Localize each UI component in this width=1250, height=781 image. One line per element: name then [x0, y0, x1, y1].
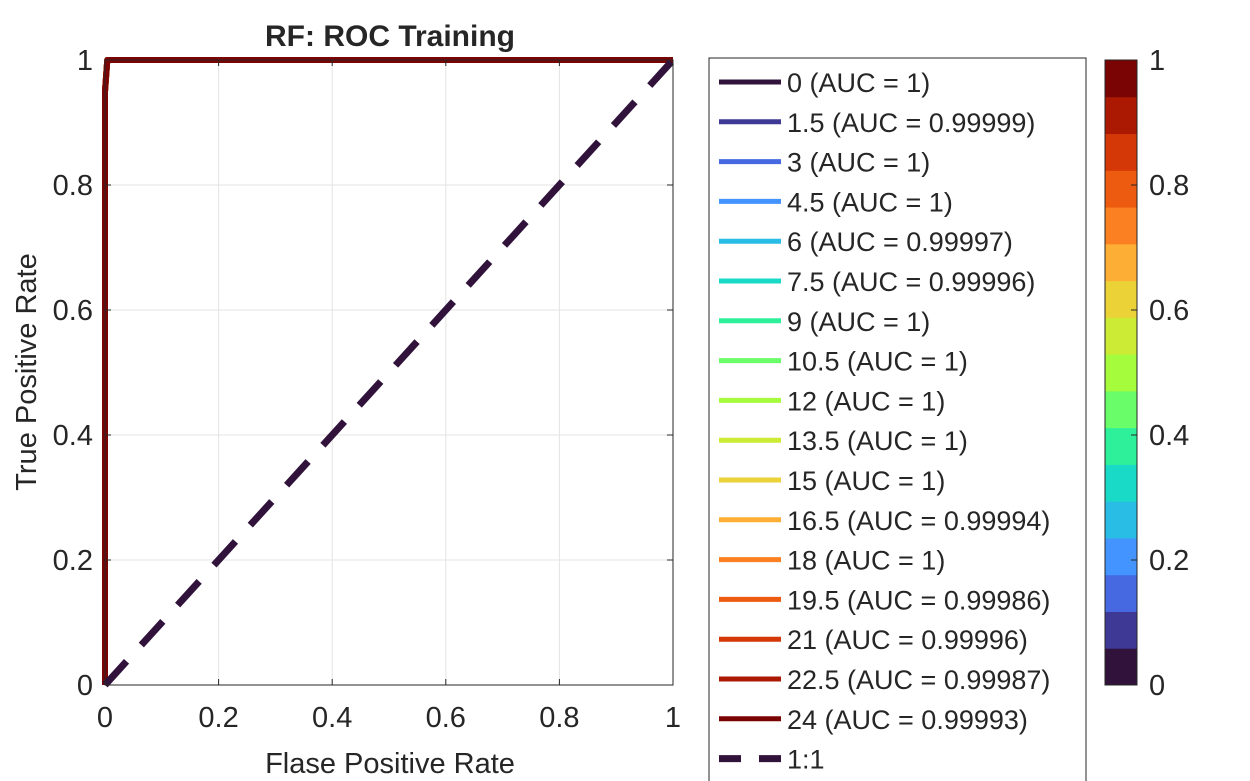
x-tick-label: 0.4 — [312, 702, 352, 734]
colorbar-segment — [1105, 501, 1137, 539]
colorbar-tick-label: 0.4 — [1149, 420, 1189, 452]
legend-entry-label: 21 (AUC = 0.99996) — [787, 625, 1028, 655]
axes-box — [104, 59, 674, 686]
colorbar-segment — [1105, 648, 1137, 686]
reference-line-1to1 — [102, 57, 676, 688]
colorbar-segment — [1105, 170, 1137, 208]
legend-entry-label: 13.5 (AUC = 1) — [787, 426, 968, 456]
y-tick-label: 0.2 — [53, 545, 93, 577]
x-tick-label: 0.8 — [539, 702, 579, 734]
axes — [104, 59, 674, 686]
y-tick-label: 0.8 — [53, 170, 93, 202]
legend-entry-label: 18 (AUC = 1) — [787, 546, 945, 576]
x-tick-label: 0.2 — [198, 702, 238, 734]
legend-entry-label: 24 (AUC = 0.99993) — [787, 705, 1028, 735]
legend-entry-label: 1.5 (AUC = 0.99999) — [787, 108, 1035, 138]
colorbar-segment — [1105, 464, 1137, 502]
tick-labels: 0 0.2 0.4 0.6 0.8 1 0 0.2 0.4 0.6 0.8 1 — [53, 45, 681, 734]
y-tick-label: 0 — [77, 670, 93, 702]
legend-entry-label: 10.5 (AUC = 1) — [787, 347, 968, 377]
colorbar-segment — [1105, 207, 1137, 245]
colorbar-tick-label: 0.8 — [1149, 170, 1189, 202]
y-tick-label: 1 — [77, 45, 93, 77]
legend: 0 (AUC = 1) 1.5 (AUC = 0.99999) 3 (AUC = 1… — [708, 57, 1087, 781]
legend-entry-label: 16.5 (AUC = 0.99994) — [787, 506, 1050, 536]
y-tick-label: 0.4 — [53, 420, 93, 452]
colorbar-segment — [1105, 96, 1137, 135]
colorbar: 0 0.2 0.4 0.6 0.8 1 — [1104, 45, 1189, 702]
colorbar-tick-label: 0 — [1149, 670, 1165, 702]
colorbar-border — [1104, 59, 1138, 686]
colorbar-segment — [1105, 427, 1137, 465]
colorbar-segment — [1105, 133, 1137, 171]
colorbar-tick-label: 0.6 — [1149, 295, 1189, 327]
legend-entry-label: 22.5 (AUC = 0.99987) — [787, 665, 1050, 695]
legend-entry-label: 4.5 (AUC = 1) — [787, 187, 953, 217]
colorbar-segment — [1105, 390, 1137, 429]
colorbar-segment — [1105, 354, 1137, 392]
colorbar-tick-label: 0.2 — [1149, 545, 1189, 577]
colorbar-segment — [1105, 537, 1137, 576]
x-axis-label: Flase Positive Rate — [265, 748, 515, 780]
legend-box — [708, 57, 1087, 781]
legend-entry-label: 9 (AUC = 1) — [787, 307, 930, 337]
colorbar-segment — [1105, 317, 1137, 355]
colorbar-segment — [1105, 243, 1137, 282]
x-tick-label: 0.6 — [426, 702, 466, 734]
legend-entry-label: 3 (AUC = 1) — [787, 148, 930, 178]
legend-entry-label: 0 (AUC = 1) — [787, 68, 930, 98]
legend-entry-label: 7.5 (AUC = 0.99996) — [787, 267, 1035, 297]
x-tick-label: 1 — [665, 702, 681, 734]
x-tick-label: 0 — [97, 702, 113, 734]
colorbar-tick-label: 1 — [1149, 45, 1165, 77]
colorbar-segment — [1105, 611, 1137, 649]
colorbar-segment — [1105, 280, 1137, 318]
colorbar-segment — [1105, 574, 1137, 612]
legend-entry-label: 19.5 (AUC = 0.99986) — [787, 585, 1050, 615]
legend-entry-label: 1:1 — [787, 745, 825, 775]
legend-entry-label: 15 (AUC = 1) — [787, 466, 945, 496]
chart-title: RF: ROC Training — [265, 20, 515, 53]
y-axis-label: True Positive Rate — [11, 253, 43, 490]
legend-entry-label: 6 (AUC = 0.99997) — [787, 227, 1013, 257]
legend-entry-label: 12 (AUC = 1) — [787, 386, 945, 416]
colorbar-segment — [1105, 60, 1137, 98]
y-tick-label: 0.6 — [53, 295, 93, 327]
